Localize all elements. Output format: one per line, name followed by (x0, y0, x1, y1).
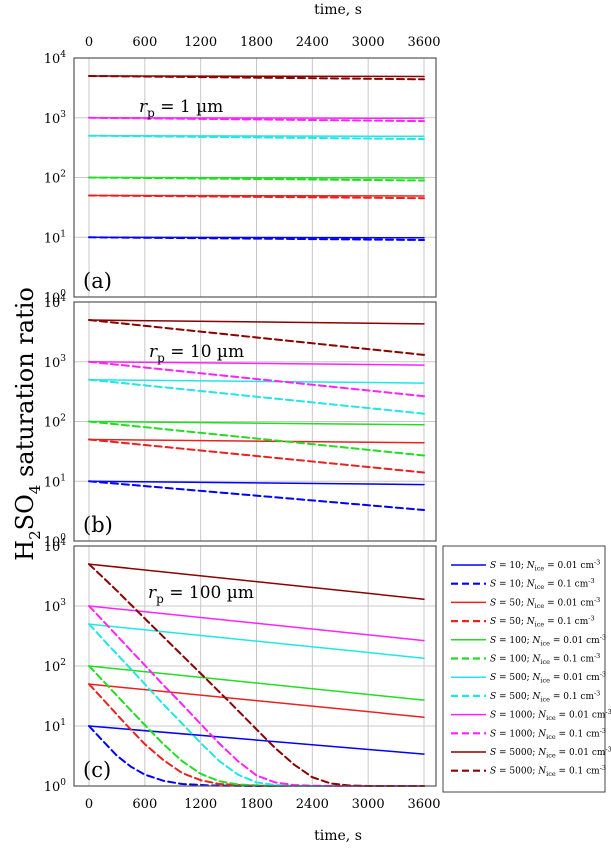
panel-b-series-S5000-N0.1 (88, 319, 425, 356)
legend-entry-label: S = 500; Nice = 0.01 cm-3 (490, 671, 606, 685)
panel-b-y-tick-label: 102 (44, 414, 66, 431)
panel-a-series-S50-N0.1 (88, 194, 425, 200)
panel-b-y-tick-label: 100 (44, 533, 67, 550)
panel-b-series-S50-N0.1 (88, 438, 425, 474)
x-tick-label-top: 1200 (184, 35, 217, 50)
panel-c-series-S10-N0.1 (88, 725, 425, 787)
panel-a-y-tick-label: 103 (44, 110, 67, 127)
x-tick-label-bottom: 3000 (352, 797, 385, 812)
panel-c-series-S1000-N0.01 (88, 605, 425, 642)
panel-a-rp-label: rp = 1 µm (139, 97, 223, 120)
legend: S = 10; Nice = 0.01 cm-3 S = 10; Nice = 0… (442, 545, 611, 793)
legend-entry-label: S = 100; Nice = 0.1 cm-3 (490, 652, 600, 666)
panel-b-rp-label: rp = 10 µm (149, 342, 244, 365)
panel-b-y-tick-label: 104 (44, 294, 67, 311)
series-layer (88, 75, 425, 787)
panel-b-series-S50-N0.01 (88, 438, 425, 444)
x-tick-label-bottom: 1800 (240, 797, 273, 812)
legend-entry-label: S = 50; Nice = 0.1 cm-3 (490, 615, 595, 629)
panel-a-y-tick-label: 104 (44, 50, 67, 67)
panel-b-series-S10-N0.1 (88, 480, 425, 511)
legend-entry-label: S = 1000; Nice = 0.01 cm-3 (490, 708, 611, 722)
legend-entry-label: S = 10; Nice = 0.1 cm-3 (490, 577, 595, 591)
panel-b-series-S100-N0.01 (88, 420, 425, 426)
panel-c-y-tick-label: 101 (44, 718, 66, 735)
panel-c-series-S5000-N0.01 (88, 563, 425, 600)
panel-c-letter: (c) (83, 758, 111, 782)
panel-b-series-S1000-N0.1 (88, 360, 425, 398)
legend-entry-label: S = 100; Nice = 0.01 cm-3 (490, 633, 606, 647)
x-tick-label-bottom: 2400 (296, 797, 329, 812)
legend-entry-label: S = 10; Nice = 0.01 cm-3 (490, 559, 600, 573)
panel-b-series-S100-N0.1 (88, 420, 425, 457)
legend-box (442, 545, 606, 793)
tick-layer: 1001011021031041001011021031041001011021… (44, 35, 441, 812)
panel-b-series-S500-N0.01 (88, 378, 425, 384)
panel-c-series-S100-N0.1 (88, 665, 425, 787)
panel-b-series-S500-N0.1 (88, 378, 425, 415)
panel-a-series-S1000-N0.1 (88, 116, 425, 123)
x-axis-title-bottom: time, s (314, 828, 362, 844)
x-tick-label-top: 2400 (296, 35, 329, 50)
panel-a-series-S5000-N0.1 (88, 75, 425, 81)
panel-b-series-S1000-N0.01 (88, 361, 425, 366)
panel-c-series-S50-N0.01 (88, 683, 425, 718)
panel-a-series-S10-N0.1 (88, 236, 425, 241)
x-tick-label-bottom: 0 (85, 797, 93, 812)
panel-b-y-tick-label: 103 (44, 354, 67, 371)
x-tick-label-top: 3600 (407, 35, 440, 50)
panel-a-letter: (a) (83, 269, 112, 293)
x-tick-label-bottom: 3600 (407, 797, 440, 812)
panel-c-y-tick-label: 104 (44, 538, 67, 555)
x-tick-label-bottom: 600 (132, 797, 157, 812)
panel-a-series-S500-N0.1 (88, 134, 425, 141)
panel-b-series-S10-N0.01 (88, 480, 425, 486)
panel-b-y-tick-label: 101 (44, 473, 66, 490)
panel-b-series-S5000-N0.01 (88, 319, 425, 325)
panel-c-y-tick-label: 102 (44, 658, 66, 675)
panel-c-series-S100-N0.01 (88, 665, 425, 701)
legend-entry-label: S = 5000; Nice = 0.1 cm-3 (490, 764, 606, 778)
legend-items: S = 10; Nice = 0.01 cm-3 S = 10; Nice = 0… (451, 559, 611, 778)
panel-a-series-S100-N0.1 (88, 176, 425, 182)
panel-b-frame (73, 301, 437, 542)
panel-c-series-S5000-N0.1 (88, 563, 425, 787)
panel-a-y-tick-label: 100 (44, 289, 67, 306)
panel-c-y-tick-label: 100 (44, 778, 67, 795)
x-tick-label-top: 0 (85, 35, 93, 50)
legend-entry-label: S = 50; Nice = 0.01 cm-3 (490, 596, 600, 610)
legend-entry-label: S = 5000; Nice = 0.01 cm-3 (490, 746, 611, 760)
legend-entry-label: S = 500; Nice = 0.1 cm-3 (490, 689, 600, 703)
panel-b-letter: (b) (83, 513, 113, 537)
panel-a-y-tick-label: 101 (44, 229, 66, 246)
panel-c-series-S500-N0.01 (88, 623, 425, 659)
panel-c-frame (73, 545, 437, 787)
x-tick-label-top: 600 (132, 35, 157, 50)
x-tick-label-top: 3000 (352, 35, 385, 50)
legend-entry-label: S = 1000; Nice = 0.1 cm-3 (490, 727, 606, 741)
x-tick-label-bottom: 1200 (184, 797, 217, 812)
x-tick-label-top: 1800 (240, 35, 273, 50)
panel-c-rp-label: rp = 100 µm (148, 583, 254, 606)
panel-c-y-tick-label: 103 (44, 598, 67, 615)
panel-a-y-tick-label: 102 (44, 170, 66, 187)
x-axis-title-top: time, s (314, 2, 362, 18)
y-axis-title: H2SO4 saturation ratio (11, 287, 44, 561)
panel-a-frame (73, 57, 437, 298)
panel-c-series-S10-N0.01 (88, 725, 425, 755)
frame-layer (73, 57, 437, 787)
